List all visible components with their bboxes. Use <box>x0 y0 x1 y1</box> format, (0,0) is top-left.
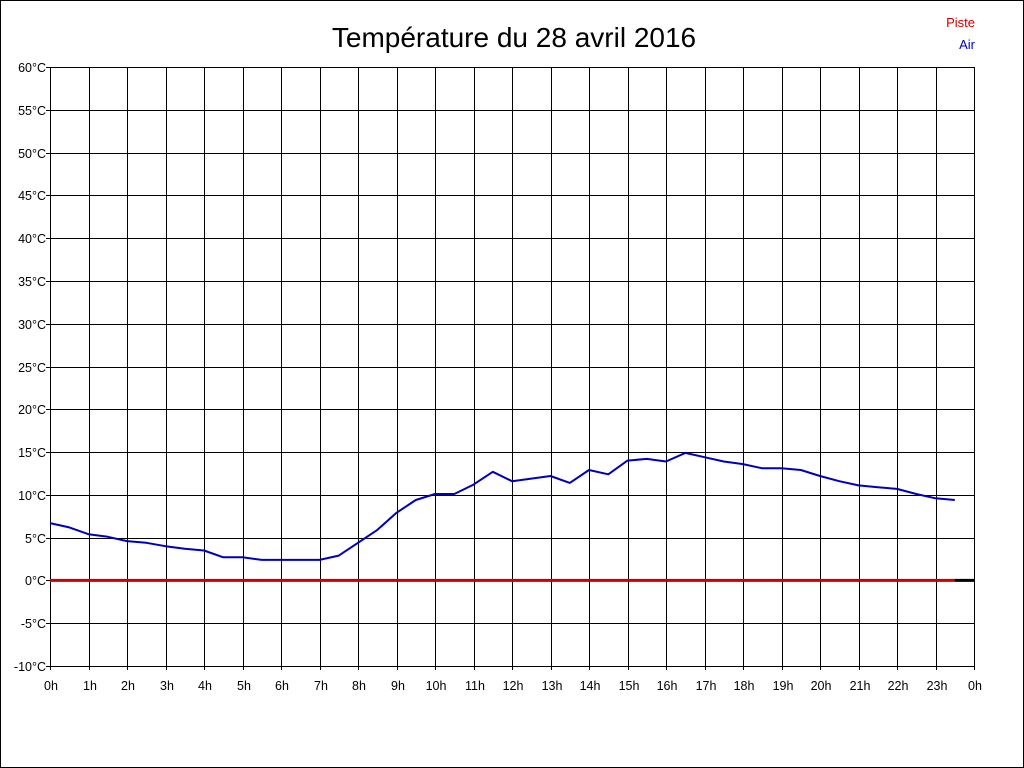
x-tick-label: 14h <box>580 679 601 693</box>
y-tick-label: 35°C <box>18 275 46 289</box>
x-tick-label: 0h <box>968 679 982 693</box>
x-tick-label: 1h <box>83 679 97 693</box>
y-tick-label: 10°C <box>18 489 46 503</box>
x-tick-label: 8h <box>352 679 366 693</box>
series-line-air <box>49 451 955 561</box>
y-tick-label: -5°C <box>21 617 46 631</box>
x-tick-label: 18h <box>734 679 755 693</box>
x-tick-label: 4h <box>198 679 212 693</box>
y-axis-labels: 60°C 55°C 50°C 45°C 40°C 35°C 30°C 25°C 20°C 15°C… <box>14 61 46 674</box>
x-tick-label: 3h <box>160 679 174 693</box>
y-tick-label: -10°C <box>14 660 46 674</box>
y-tick-label: 40°C <box>18 232 46 246</box>
x-tick-label: 16h <box>657 679 678 693</box>
x-axis-labels: 0h 1h 2h 3h 4h 5h 6h 7h 8h 9h 10h 11h 12h 13h 14h 15h 16… <box>44 679 982 693</box>
y-tick-label: 30°C <box>18 318 46 332</box>
x-tick-label: 9h <box>391 679 405 693</box>
chart-title: Température du 28 avril 2016 <box>332 22 696 53</box>
x-tick-label: 12h <box>503 679 524 693</box>
legend-entry-air: Air <box>959 37 976 52</box>
x-tick-label: 10h <box>426 679 447 693</box>
x-tick-label: 7h <box>314 679 328 693</box>
y-tick-label: 0°C <box>25 574 46 588</box>
x-tick-label: 0h <box>44 679 58 693</box>
legend: Piste Air <box>946 15 976 52</box>
chart-series <box>49 451 974 582</box>
x-tick-label: 15h <box>619 679 640 693</box>
y-tick-label: 45°C <box>18 189 46 203</box>
x-tick-label: 22h <box>888 679 909 693</box>
x-tick-label: 5h <box>237 679 251 693</box>
legend-entry-piste: Piste <box>946 15 975 30</box>
y-tick-label: 50°C <box>18 147 46 161</box>
x-tick-label: 6h <box>275 679 289 693</box>
x-tick-label: 21h <box>850 679 871 693</box>
y-tick-label: 60°C <box>18 61 46 75</box>
x-tick-label: 11h <box>465 679 485 693</box>
x-tick-label: 23h <box>927 679 948 693</box>
y-tick-label: 20°C <box>18 403 46 417</box>
x-tick-label: 20h <box>811 679 832 693</box>
x-tick-label: 19h <box>773 679 794 693</box>
y-tick-label: 5°C <box>25 532 46 546</box>
x-tick-label: 17h <box>696 679 717 693</box>
x-tick-label: 13h <box>542 679 563 693</box>
x-tick-label: 2h <box>121 679 135 693</box>
y-tick-label: 15°C <box>18 446 46 460</box>
y-tick-label: 25°C <box>18 361 46 375</box>
y-tick-label: 55°C <box>18 104 46 118</box>
